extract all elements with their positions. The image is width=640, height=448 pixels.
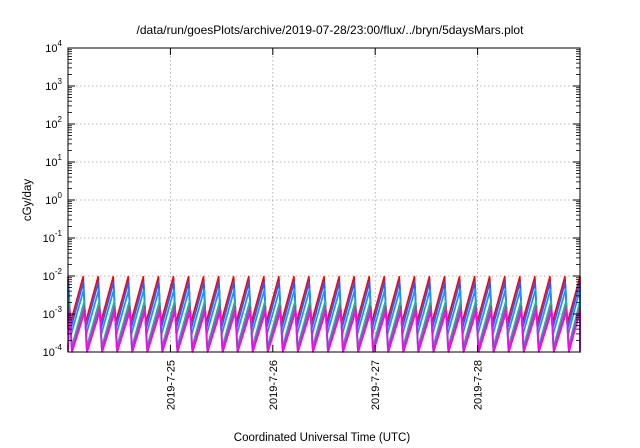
x-tick-label: 2019-7-28 (473, 360, 485, 410)
series-line (67, 310, 581, 353)
x-tick-label: 2019-7-26 (268, 360, 280, 410)
x-tick-label: 2019-7-25 (165, 360, 177, 410)
series-group (67, 275, 581, 353)
x-tick-label: 2019-7-27 (370, 360, 382, 410)
y-tick-label: 10-1 (43, 229, 63, 245)
y-tick-label: 10-2 (43, 267, 63, 283)
y-tick-label: 103 (45, 77, 62, 93)
y-tick-labels: 10-4 10-3 10-2 10-1 100 101 102 103 104 (43, 39, 63, 359)
y-tick-label: 104 (45, 39, 62, 55)
y-tick-label: 10-3 (43, 305, 63, 321)
y-tick-label: 10-4 (43, 343, 63, 359)
y-tick-label: 102 (45, 115, 62, 131)
y-tick-label: 100 (45, 191, 62, 207)
y-axis-label: cGy/day (22, 179, 34, 221)
tick-marks (68, 47, 580, 353)
x-axis-label: Coordinated Universal Time (UTC) (234, 432, 411, 444)
y-tick-label: 101 (45, 153, 62, 169)
chart-title: /data/run/goesPlots/archive/2019-07-28/2… (137, 23, 525, 37)
x-tick-labels: 2019-7-25 2019-7-26 2019-7-27 2019-7-28 (165, 360, 484, 410)
